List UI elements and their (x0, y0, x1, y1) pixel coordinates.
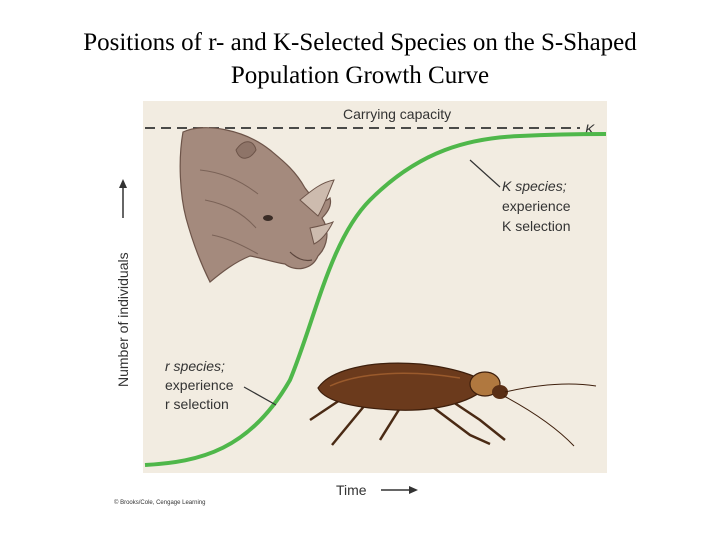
carrying-capacity-label: Carrying capacity (343, 106, 451, 122)
k-label: K (585, 121, 595, 137)
x-axis-label: Time (336, 482, 367, 498)
y-axis-label: Number of individuals (115, 252, 131, 387)
right-arrow-icon (381, 486, 418, 494)
copyright-credit: © Brooks/Cole, Cengage Learning (114, 500, 206, 506)
up-arrow-icon (119, 179, 127, 218)
rhinoceros-illustration (179, 127, 335, 283)
title-line-1: Positions of r- and K-Selected Species o… (83, 29, 637, 56)
title-line-2: Population Growth Curve (230, 62, 490, 89)
k-species-label: K species; experience K selection (502, 178, 574, 234)
cockroach-illustration (309, 362, 597, 447)
growth-curve (144, 132, 607, 467)
slide-title: Positions of r- and K-Selected Species o… (0, 26, 720, 92)
r-species-pointer (243, 386, 277, 406)
r-species-label: r species; experience r selection (165, 358, 237, 412)
k-species-pointer (469, 159, 501, 188)
